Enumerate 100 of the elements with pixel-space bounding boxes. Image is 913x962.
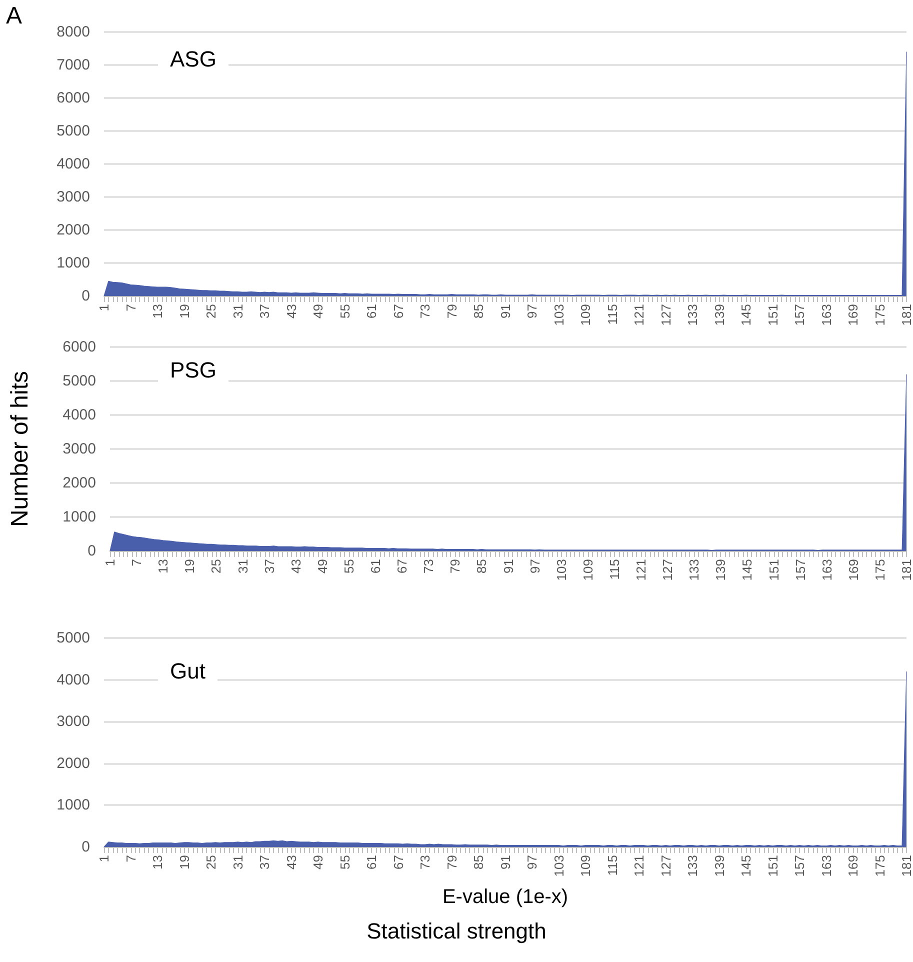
x-tick-label: 61: [364, 304, 379, 318]
x-tick-label: 61: [364, 855, 379, 870]
x-tick-label: 169: [846, 304, 860, 326]
x-tick-label: 163: [819, 559, 834, 581]
x-tick-label: 181: [899, 855, 913, 877]
x-tick-label: 37: [257, 855, 272, 870]
x-tick-label: 43: [284, 855, 299, 870]
x-tick-label: 103: [551, 304, 566, 326]
x-tick-label: 67: [394, 559, 410, 574]
x-tick-label: 115: [604, 855, 620, 876]
x-tick-label: 7: [123, 304, 138, 312]
x-tick-label: 79: [444, 855, 460, 870]
x-tick-label: 85: [474, 559, 490, 574]
x-tick-label: 127: [658, 304, 674, 326]
x-tick-label: 133: [686, 559, 702, 581]
x-tick-label: 115: [604, 304, 620, 325]
x-tick-label: 97: [527, 559, 542, 574]
y-tick-label: 2000: [62, 474, 96, 492]
x-tick-label: 151: [765, 304, 780, 326]
x-tick-label: 1: [96, 855, 112, 862]
text: ASG: [170, 46, 216, 72]
x-tick-label: 55: [341, 559, 356, 574]
x-tick-label: 169: [846, 559, 861, 581]
x-tick-label: 175: [872, 855, 888, 877]
x-tick-label: 145: [740, 559, 755, 581]
x-tick-label: 25: [208, 559, 224, 574]
x-tick-label: 151: [765, 855, 780, 877]
x-tick-label: 49: [314, 559, 330, 574]
y-tick-label: 7000: [56, 56, 90, 74]
x-tick-label: 73: [421, 559, 436, 574]
x-tick-label: 109: [580, 559, 596, 581]
x-tick-label: 163: [818, 304, 834, 326]
x-tick-label: 169: [846, 855, 860, 877]
y-tick-label: 0: [82, 838, 90, 856]
text: A: [6, 2, 22, 30]
y-tick-label: 3000: [56, 188, 90, 206]
y-tick-label: 5000: [56, 122, 90, 140]
x-tick-label: 19: [182, 559, 198, 574]
x-tick-label: 115: [606, 559, 622, 580]
x-tick-label: 79: [448, 559, 463, 574]
x-tick-label: 91: [498, 855, 513, 870]
text: PSG: [170, 358, 216, 382]
x-tick-label: 79: [444, 304, 460, 318]
y-tick-label: 0: [88, 542, 96, 560]
text: Statistical strength: [366, 918, 546, 944]
x-tick-label: 1: [102, 559, 118, 566]
x-tick-label: 133: [685, 304, 700, 326]
x-tick-label: 139: [712, 855, 727, 877]
x-tick-label: 13: [150, 304, 165, 318]
y-tick-label: 2000: [56, 222, 90, 238]
x-tick-label: 61: [368, 559, 383, 574]
y-tick-label: 5000: [62, 372, 96, 390]
x-tick-label: 91: [498, 304, 513, 318]
x-tick-label: 175: [872, 559, 888, 581]
x-tick-label: 67: [390, 304, 406, 318]
x-tick-label: 7: [123, 855, 138, 862]
x-tick-label: 133: [685, 855, 700, 877]
x-tick-label: 121: [632, 855, 646, 877]
y-tick-label: 6000: [56, 90, 90, 106]
x-tick-label: 109: [578, 855, 593, 877]
y-tick-label: 6000: [62, 338, 96, 356]
y-tick-label: 4000: [56, 156, 90, 172]
x-tick-label: 55: [337, 855, 352, 870]
x-tick-label: 91: [500, 559, 516, 574]
x-tick-label: 145: [738, 855, 754, 877]
y-tick-label: 8000: [56, 24, 90, 40]
x-tick-label: 121: [632, 304, 646, 326]
y-axis-title: Number of hits: [6, 370, 34, 528]
x-tick-label: 85: [471, 855, 486, 870]
x-tick-label: 157: [792, 559, 808, 581]
x-tick-label: 67: [390, 855, 406, 870]
x-tick-label: 13: [150, 855, 165, 870]
x-tick-label: 31: [230, 855, 246, 870]
x-tick-label: 37: [257, 304, 272, 318]
x-tick-label: 25: [204, 304, 218, 318]
x-tick-label: 175: [872, 304, 888, 326]
x-tick-label: 31: [230, 304, 246, 318]
x-tick-label: 49: [310, 304, 326, 318]
x-tick-label: 55: [337, 304, 352, 318]
x-tick-label: 43: [288, 559, 304, 574]
x-tick-label: 73: [418, 304, 432, 318]
x-tick-label: 13: [156, 559, 171, 574]
x-tick-label: 109: [578, 304, 593, 326]
x-tick-label: 139: [713, 559, 728, 581]
y-tick-label: 3000: [62, 440, 96, 458]
y-tick-label: 3000: [56, 713, 90, 730]
x-tick-label: 121: [634, 559, 648, 581]
y-tick-label: 1000: [56, 254, 90, 272]
x-tick-label: 7: [129, 559, 144, 566]
y-tick-label: 1000: [56, 796, 90, 814]
x-tick-label: 145: [738, 304, 754, 326]
x-tick-label: 103: [554, 559, 569, 581]
x-tick-label: 181: [899, 559, 913, 581]
x-tick-label: 19: [176, 855, 192, 870]
x-tick-label: 1: [96, 304, 112, 312]
y-tick-label: 2000: [56, 754, 90, 772]
text: Gut: [170, 658, 206, 684]
x-tick-label: 127: [658, 855, 674, 877]
x-tick-label: 103: [551, 855, 566, 877]
x-tick-label: 73: [418, 855, 432, 870]
